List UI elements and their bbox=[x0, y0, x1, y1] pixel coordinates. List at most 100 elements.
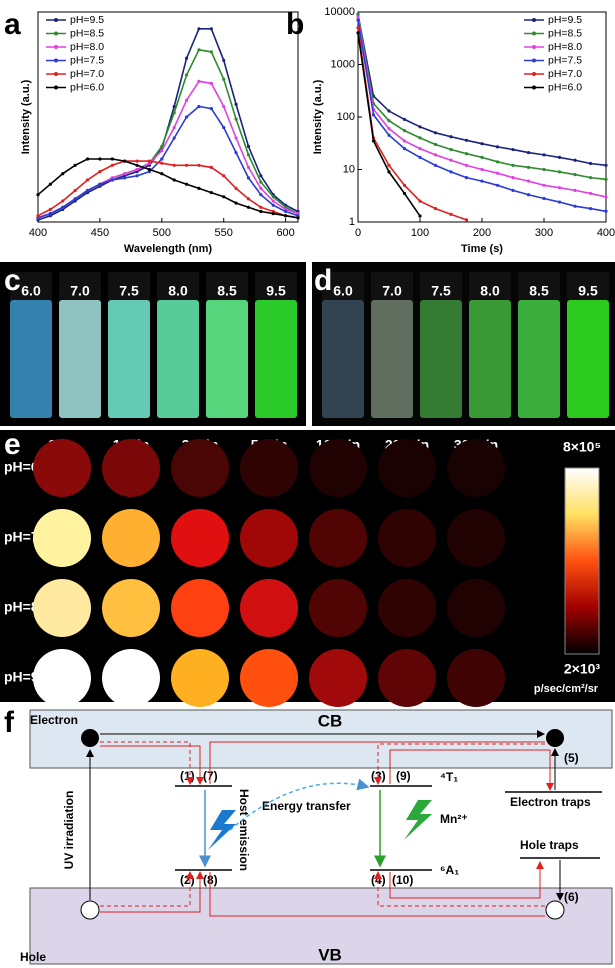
panel-letter: e bbox=[4, 428, 21, 461]
well bbox=[102, 439, 160, 497]
y-tick-label: 1 bbox=[349, 216, 355, 228]
point bbox=[210, 191, 213, 194]
tube bbox=[567, 300, 609, 418]
point bbox=[197, 80, 200, 83]
legend-marker bbox=[54, 59, 58, 63]
point bbox=[387, 164, 390, 167]
tube bbox=[206, 300, 248, 418]
series-line bbox=[38, 107, 298, 218]
hole-label: Hole bbox=[20, 950, 46, 964]
colorbar bbox=[565, 468, 599, 654]
x-axis-title: Time (s) bbox=[461, 243, 503, 255]
legend-label: pH=8.0 bbox=[548, 41, 582, 53]
point bbox=[247, 197, 250, 200]
point bbox=[197, 105, 200, 108]
electron bbox=[546, 729, 564, 747]
point bbox=[173, 126, 176, 129]
point bbox=[604, 164, 607, 167]
well bbox=[309, 579, 367, 637]
point bbox=[123, 172, 126, 175]
tube-label: 7.5 bbox=[119, 283, 139, 299]
point bbox=[272, 199, 275, 202]
well bbox=[240, 439, 298, 497]
point bbox=[284, 214, 287, 217]
point bbox=[480, 180, 483, 183]
point bbox=[61, 199, 64, 202]
tube-label: 9.5 bbox=[266, 283, 286, 299]
point bbox=[259, 187, 262, 190]
panel-letter: f bbox=[4, 706, 15, 739]
well bbox=[33, 649, 91, 707]
tube-label: 8.0 bbox=[168, 283, 188, 299]
legend-label: pH=8.5 bbox=[70, 27, 104, 39]
point bbox=[387, 170, 390, 173]
y-tick-label: 10000 bbox=[324, 6, 355, 18]
point bbox=[573, 189, 576, 192]
cb-label: CB bbox=[318, 711, 343, 730]
tube-label: 6.0 bbox=[21, 283, 41, 299]
well bbox=[240, 579, 298, 637]
point bbox=[61, 206, 64, 209]
point bbox=[222, 195, 225, 198]
point bbox=[496, 172, 499, 175]
tube bbox=[108, 300, 150, 418]
legend-label: pH=9.5 bbox=[70, 14, 104, 26]
point bbox=[589, 176, 592, 179]
x-tick-label: 500 bbox=[153, 227, 171, 239]
legend-label: pH=9.5 bbox=[548, 14, 582, 26]
point bbox=[173, 136, 176, 139]
point bbox=[74, 164, 77, 167]
tube bbox=[322, 300, 364, 418]
point bbox=[465, 218, 468, 221]
point bbox=[272, 204, 275, 207]
well bbox=[240, 509, 298, 567]
mn-label: Mn²⁺ bbox=[440, 812, 468, 826]
x-tick-label: 400 bbox=[597, 227, 615, 239]
point bbox=[418, 214, 421, 217]
well bbox=[102, 509, 160, 567]
well bbox=[33, 579, 91, 637]
diagram: CB VB Electron Hole UV irradiation (1) (… bbox=[20, 710, 612, 964]
point bbox=[403, 147, 406, 150]
point bbox=[222, 126, 225, 129]
electron-label: Electron bbox=[30, 713, 78, 727]
y-tick-label: 1000 bbox=[331, 58, 355, 70]
point bbox=[234, 151, 237, 154]
tube bbox=[255, 300, 297, 418]
well bbox=[378, 579, 436, 637]
point bbox=[434, 207, 437, 210]
point bbox=[403, 192, 406, 195]
panel-letter: d bbox=[314, 264, 332, 297]
point bbox=[434, 143, 437, 146]
point bbox=[210, 107, 213, 110]
point bbox=[173, 178, 176, 181]
point bbox=[558, 186, 561, 189]
point bbox=[434, 131, 437, 134]
point bbox=[160, 162, 163, 165]
point bbox=[387, 127, 390, 130]
point bbox=[185, 164, 188, 167]
point bbox=[160, 149, 163, 152]
legend-marker bbox=[54, 32, 58, 36]
point bbox=[86, 189, 89, 192]
point bbox=[272, 195, 275, 198]
panel-letter: b bbox=[286, 8, 304, 41]
point bbox=[185, 73, 188, 76]
point bbox=[434, 153, 437, 156]
point bbox=[234, 202, 237, 205]
point bbox=[604, 195, 607, 198]
point bbox=[573, 159, 576, 162]
well bbox=[171, 649, 229, 707]
well bbox=[378, 649, 436, 707]
tube bbox=[157, 300, 199, 418]
tube bbox=[469, 300, 511, 418]
well bbox=[447, 579, 505, 637]
point bbox=[247, 176, 250, 179]
tube bbox=[10, 300, 52, 418]
legend-marker bbox=[532, 59, 536, 63]
point bbox=[111, 157, 114, 160]
point bbox=[527, 151, 530, 154]
point bbox=[527, 166, 530, 169]
hole bbox=[546, 901, 564, 919]
panel-letter: a bbox=[4, 8, 21, 41]
